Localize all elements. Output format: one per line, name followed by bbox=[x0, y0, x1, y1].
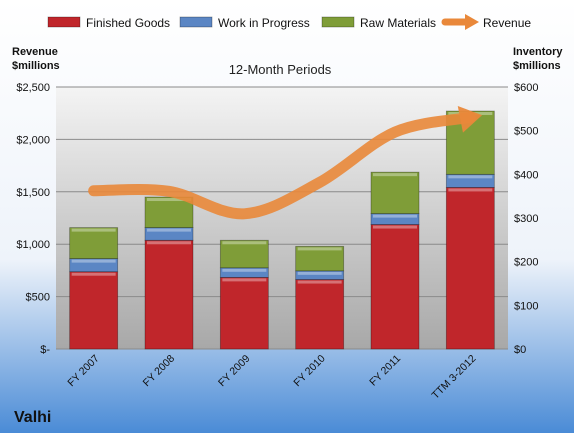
bar-raw-materials bbox=[295, 245, 345, 272]
left-tick-label: $1,000 bbox=[16, 239, 50, 251]
gridlines bbox=[56, 86, 508, 350]
bar-highlight bbox=[297, 247, 342, 251]
bar-highlight bbox=[297, 280, 342, 284]
bar-work-in-progress bbox=[144, 227, 194, 241]
bar-highlight bbox=[71, 228, 116, 232]
left-tick-label: $1,500 bbox=[16, 187, 50, 199]
bar-highlight bbox=[297, 271, 342, 275]
right-tick-label: $200 bbox=[514, 257, 538, 269]
legend-label-work-in-progress: Work in Progress bbox=[218, 16, 310, 30]
bar-highlight bbox=[71, 272, 116, 276]
plot-area bbox=[56, 87, 508, 349]
line-layer bbox=[88, 105, 483, 220]
bar-raw-materials bbox=[69, 227, 119, 260]
bar-finished-goods bbox=[445, 187, 495, 350]
right-tick-label: $100 bbox=[514, 300, 538, 312]
left-axis-title-line2: $millions bbox=[12, 60, 60, 72]
bar-raw-materials bbox=[144, 196, 194, 229]
bar-highlight bbox=[373, 225, 417, 229]
bar-finished-goods bbox=[295, 279, 345, 350]
bar-finished-goods bbox=[370, 224, 420, 350]
revenue-line bbox=[88, 111, 476, 220]
bar-highlight bbox=[147, 228, 191, 232]
legend-arrow-revenue bbox=[465, 14, 479, 30]
legend-label-raw-materials: Raw Materials bbox=[360, 16, 436, 30]
bar-layer bbox=[69, 110, 495, 350]
right-tick-label: $600 bbox=[514, 82, 538, 94]
bar-highlight bbox=[222, 278, 267, 282]
bar-highlight bbox=[448, 188, 493, 192]
company-name: Valhi bbox=[14, 409, 51, 426]
right-tick-label: $500 bbox=[514, 126, 538, 138]
right-tick-label: $0 bbox=[514, 344, 526, 356]
legend-label-finished-goods: Finished Goods bbox=[86, 16, 170, 30]
bar-raw-materials bbox=[370, 171, 420, 215]
right-tick-label: $300 bbox=[514, 213, 538, 225]
legend-swatch-raw-materials bbox=[321, 16, 355, 28]
bar-finished-goods bbox=[69, 271, 119, 350]
left-axis-title-line1: Revenue bbox=[12, 46, 58, 58]
right-tick-label: $400 bbox=[514, 169, 538, 181]
bar-highlight bbox=[147, 241, 191, 245]
right-axis-title-line2: $millions bbox=[513, 60, 561, 72]
left-tick-label: $2,500 bbox=[16, 82, 50, 94]
bar-highlight bbox=[222, 268, 267, 272]
chart-title: 12-Month Periods bbox=[229, 62, 332, 77]
bar-finished-goods bbox=[219, 276, 269, 350]
bar-highlight bbox=[222, 241, 267, 245]
legend: Finished Goods Work in Progress Raw Materi… bbox=[47, 14, 531, 30]
left-tick-label: $500 bbox=[26, 292, 50, 304]
legend-swatch-finished-goods bbox=[47, 16, 81, 28]
bar-finished-goods bbox=[144, 239, 194, 350]
bar-highlight bbox=[373, 173, 417, 177]
right-axis-title-line1: Inventory bbox=[513, 46, 563, 58]
bar-highlight bbox=[71, 259, 116, 263]
left-tick-label: $2,000 bbox=[16, 134, 50, 146]
bar-highlight bbox=[448, 175, 493, 179]
legend-label-revenue: Revenue bbox=[483, 16, 531, 30]
bar-highlight bbox=[147, 198, 191, 202]
legend-swatch-work-in-progress bbox=[179, 16, 213, 28]
left-tick-label: $- bbox=[40, 344, 50, 356]
revenue-arrowhead bbox=[457, 105, 483, 133]
bar-highlight bbox=[373, 214, 417, 218]
bar-raw-materials bbox=[219, 239, 269, 269]
